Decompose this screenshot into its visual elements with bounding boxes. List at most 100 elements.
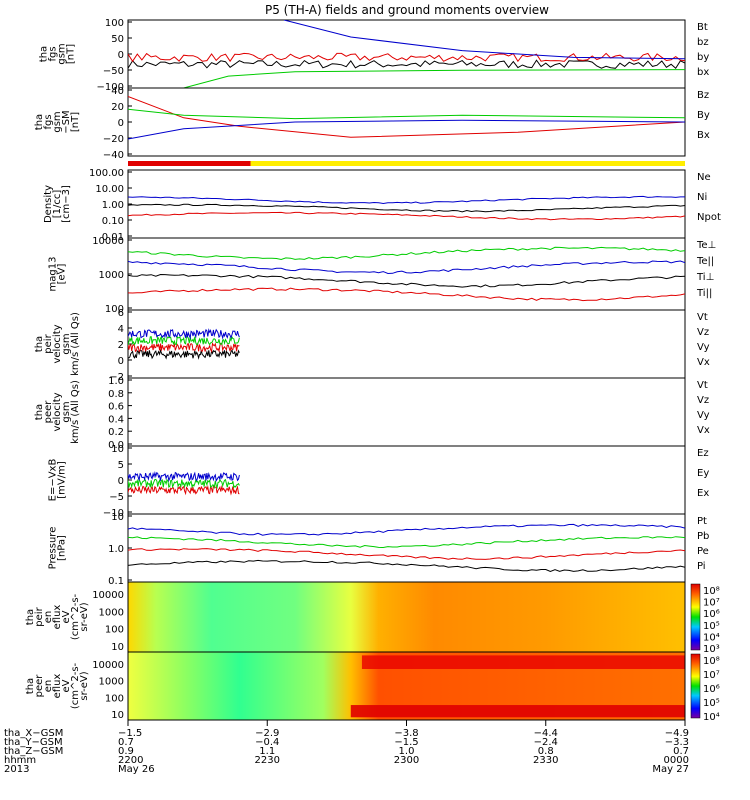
y-tick-label: 0 bbox=[118, 50, 124, 61]
y-tick-label: 100 bbox=[105, 304, 124, 315]
x-tick-label: 0.9 bbox=[118, 746, 134, 757]
y-axis-label: Density bbox=[43, 185, 54, 223]
y-tick-label: 0 bbox=[118, 356, 124, 367]
y-tick-label: 50 bbox=[111, 34, 124, 45]
legend-ni: Ni bbox=[697, 192, 707, 203]
colorbar-label: 10⁶ bbox=[703, 684, 720, 695]
legend-te⊥: Te⊥ bbox=[696, 240, 716, 251]
x-tick-label: −3.8 bbox=[394, 728, 418, 739]
y-tick-label: 100 bbox=[105, 18, 124, 29]
y-tick-label: 1000 bbox=[99, 607, 124, 618]
spectrogram bbox=[128, 582, 685, 652]
legend-ez: Ez bbox=[697, 448, 709, 459]
y-tick-label: −50 bbox=[103, 66, 124, 77]
y-tick-label: 10 bbox=[111, 512, 124, 523]
x-tick-label: 2330 bbox=[533, 755, 558, 766]
y-axis-label: mag13 bbox=[48, 257, 59, 292]
y-axis-label: eV bbox=[61, 610, 72, 623]
series-line-vy bbox=[128, 335, 240, 346]
series-line-pe bbox=[128, 536, 685, 549]
x-tick-label: 1.1 bbox=[259, 746, 275, 757]
y-axis-label: peer bbox=[43, 400, 54, 424]
y-axis-label: gsm bbox=[61, 333, 72, 354]
panel-frame bbox=[127, 513, 686, 583]
legend-pi: Pi bbox=[697, 561, 706, 572]
series-line-vx bbox=[128, 328, 240, 340]
y-tick-label: 10 bbox=[111, 642, 124, 653]
series-line-bt bbox=[128, 59, 685, 70]
panel-frame bbox=[127, 309, 686, 379]
series-line-by bbox=[128, 108, 685, 120]
series-line-ey bbox=[128, 477, 240, 490]
legend-vz: Vz bbox=[697, 327, 709, 338]
x-tick-label: −4.9 bbox=[665, 728, 689, 739]
series-line-vt bbox=[128, 348, 240, 360]
mode-bar-red bbox=[128, 161, 251, 166]
colorbar-label: 10⁵ bbox=[703, 621, 720, 632]
y-axis-label: km/s (All Qs) bbox=[70, 312, 81, 376]
y-tick-label: 6 bbox=[118, 308, 124, 319]
x-row-label: tha_Y−GSM bbox=[4, 737, 63, 748]
y-axis-label: tha bbox=[34, 336, 45, 352]
legend-vt: Vt bbox=[697, 380, 708, 391]
y-tick-label: 0.10 bbox=[102, 216, 124, 227]
y-axis-label: fgs bbox=[48, 46, 59, 61]
series-line-ez bbox=[128, 484, 240, 496]
series-line-bx bbox=[283, 20, 685, 60]
series-line-by bbox=[183, 69, 685, 88]
colorbar bbox=[690, 583, 701, 651]
series-line-pt bbox=[128, 559, 685, 573]
y-tick-label: 0.4 bbox=[108, 414, 124, 425]
x-tick-label: −0.4 bbox=[255, 737, 279, 748]
legend-vt: Vt bbox=[697, 312, 708, 323]
y-axis-label: tha bbox=[25, 678, 36, 694]
colorbar-label: 10⁷ bbox=[703, 598, 720, 609]
legend-bz: Bz bbox=[697, 90, 709, 101]
y-tick-label: 100 bbox=[105, 625, 124, 636]
y-axis-label: peir bbox=[34, 606, 45, 626]
spectrogram-band bbox=[350, 705, 685, 718]
legend-pb: Pb bbox=[697, 531, 709, 542]
panel-4: 100.00 10.00 1.00 0.10 0.01 Ne Ni Npot Density[1… bbox=[43, 168, 721, 243]
y-axis-label: [cm−3] bbox=[61, 185, 72, 223]
y-axis-label: tha bbox=[34, 114, 45, 130]
legend-ne: Ne bbox=[697, 172, 711, 183]
y-axis-label: fgs bbox=[43, 114, 54, 129]
x-tick-label: −1.5 bbox=[118, 728, 142, 739]
y-tick-label: 10000 bbox=[92, 660, 124, 671]
colorbar bbox=[690, 653, 701, 719]
y-axis-label: [eV] bbox=[57, 264, 68, 285]
y-tick-label: −20 bbox=[103, 134, 124, 145]
x-tick-label: 0.7 bbox=[118, 737, 134, 748]
y-axis-label: (cm^2-s- bbox=[70, 593, 81, 640]
y-tick-label: 5 bbox=[118, 460, 124, 471]
y-tick-label: 0.2 bbox=[108, 427, 124, 438]
y-tick-label: 20 bbox=[111, 102, 124, 113]
mode-bar-yellow bbox=[250, 161, 686, 166]
x-tick-label: May 26 bbox=[118, 764, 155, 775]
chart-title: P5 (TH-A) fields and ground moments over… bbox=[265, 3, 549, 17]
series-line-pi bbox=[128, 523, 685, 536]
y-tick-label: 0.1 bbox=[108, 576, 124, 587]
y-axis-label: tha bbox=[39, 46, 50, 62]
y-axis-label: [1/cc] bbox=[52, 190, 63, 219]
y-tick-label: 1.0 bbox=[108, 544, 124, 555]
y-axis-label: sr-eV) bbox=[79, 602, 90, 631]
y-tick-label: 0.01 bbox=[102, 232, 124, 243]
legend-vx: Vx bbox=[697, 357, 710, 368]
y-tick-label: 10000 bbox=[92, 590, 124, 601]
legend-pe: Pe bbox=[697, 546, 709, 557]
panel-11: 10⁸ 10⁷ 10⁶ 10⁵ 10⁴ 10000 1000 100 10 thapeerenef… bbox=[25, 651, 720, 723]
colorbar-label: 10⁶ bbox=[703, 609, 720, 620]
y-axis-label: E=−VxB bbox=[48, 459, 59, 502]
x-tick-label: −4.4 bbox=[534, 728, 558, 739]
legend-ey: Ey bbox=[697, 468, 709, 479]
y-axis-label: en bbox=[43, 680, 54, 693]
series-line-npot bbox=[128, 195, 685, 205]
legend-bz: bz bbox=[697, 37, 709, 48]
y-tick-label: −2 bbox=[109, 372, 124, 383]
y-axis-label: gsm bbox=[52, 111, 63, 132]
legend-vy: Vy bbox=[697, 342, 710, 353]
panel-8: 10 5 0 −5 −10 Ez Ey Ex E=−VxB[mV/m] bbox=[48, 444, 710, 519]
y-tick-label: 10.00 bbox=[95, 184, 124, 195]
